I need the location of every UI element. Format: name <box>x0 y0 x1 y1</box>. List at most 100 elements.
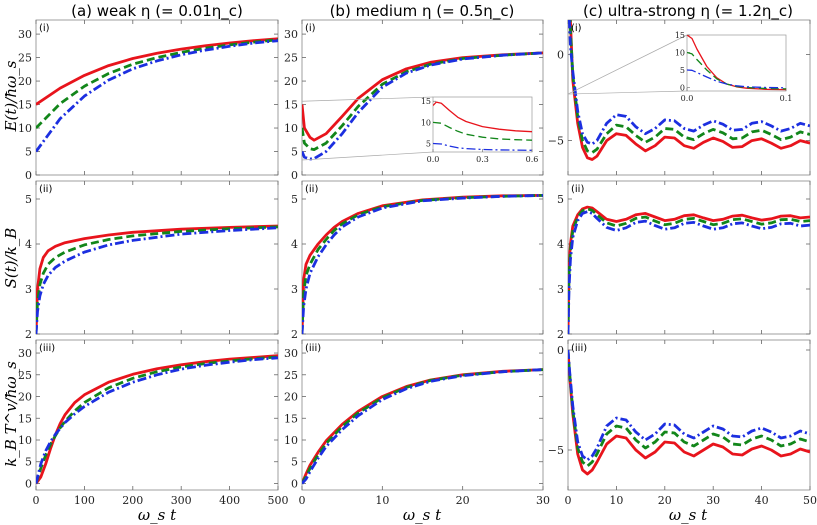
panel-r1-c1-frame <box>301 180 544 335</box>
panel-r0-c0-ytick-label: 20 <box>18 75 32 88</box>
panel-r0-c1-ytick-label: 10 <box>284 122 298 135</box>
panel-r0-c1-inset-frame <box>432 96 533 153</box>
panel-r2-c1-ytick-label: 5 <box>291 456 298 469</box>
panel-r2-c2-xtick-label: 30 <box>706 494 720 507</box>
panel-r2-c1-series-green-dashed-line <box>302 368 543 485</box>
panel-r2-c0-ytick-label: 10 <box>18 434 32 447</box>
panel-r0-c0-ytick-label: 0 <box>25 169 32 182</box>
panel-r0-c2-ytick-label: −5 <box>548 135 564 148</box>
panel-r0-c1-ytick-label: 5 <box>291 146 298 159</box>
panel-r0-c2-inset-xtick-label: 0.1 <box>780 94 793 103</box>
xlabel-col-a: ω_s t <box>138 506 177 524</box>
panel-r0-c1-inset-series-green-dashed-line <box>433 121 532 141</box>
panel-r2-c2-xtick-label: 40 <box>755 494 769 507</box>
panel-r0-c1-inset-series-red-solid-line <box>433 101 532 133</box>
panel-r2-c1-ytick-label: 30 <box>284 347 298 360</box>
panel-r1-c0: 2 3 4 5 (ii) <box>25 180 279 341</box>
panel-r1-c2-ytick-label: 4 <box>557 238 564 251</box>
panel-r1-c1-ytick-label: 4 <box>291 238 298 251</box>
panel-r1-c0-series-red-solid-line <box>36 224 278 334</box>
panel-r0-c1-series-blue-dash-dot-line <box>302 51 543 161</box>
panel-r0-c1-series-green-dashed-line <box>302 51 543 151</box>
panel-r2-c1-xtick-label: 10 <box>375 494 389 507</box>
panel-r0-c0-ytick-label: 25 <box>18 52 32 65</box>
panel-r0-c1-inset-connector-top <box>301 96 434 102</box>
panel-r0-c1-ytick-label: 25 <box>284 52 298 65</box>
row-ylabel-entropy: S(t)/k_B <box>2 228 20 289</box>
panel-r0-c2-inset-ytick-label: 0 <box>680 84 685 93</box>
panel-r2-c0-ytick-label: 25 <box>18 369 32 382</box>
panel-r0-c1-inset-xtick-label: 0.3 <box>476 155 489 164</box>
panel-r2-c1-frame <box>301 339 544 491</box>
panel-r0-c1-row-label: (i) <box>305 23 316 34</box>
panel-r1-c1-series-blue-dash-dot-line <box>302 194 543 334</box>
panel-r0-c0-frame <box>35 19 279 176</box>
panel-r0-c1-inset-ytick-label: 5 <box>426 140 431 149</box>
panel-r0-c1-inset-xtick-label: 0.0 <box>427 155 440 164</box>
panel-r0-c2-series-blue-dash-dot-line <box>568 20 810 146</box>
panel-r2-c2-xtick-label: 10 <box>609 494 623 507</box>
panel-r0-c0-ytick-label: 30 <box>18 28 32 41</box>
panel-r2-c1-xtick-label: 20 <box>456 494 470 507</box>
panel-r2-c1-xtick-label: 0 <box>299 494 306 507</box>
panel-r1-c0-ytick-label: 3 <box>25 283 32 296</box>
panel-r2-c1-row-label: (iii) <box>305 343 321 354</box>
panel-r1-c0-frame <box>35 180 279 335</box>
panel-r0-c0-series-blue-dash-dot-line <box>36 39 278 153</box>
panel-r2-c0-xtick-label: 300 <box>171 494 192 507</box>
panel-r2-c1-ytick-label: 0 <box>291 477 298 490</box>
panel-r0-c2-inset-xtick-label: 0.0 <box>681 94 694 103</box>
panel-r2-c0-xtick-label: 400 <box>219 494 240 507</box>
panel-r0-c1-inset-ytick-label: 15 <box>421 97 431 106</box>
panel-r0-c2-row-label: (i) <box>571 23 582 34</box>
panel-r2-c2: −5 0 0 10 20 30 40 50 (iii) <box>548 339 817 507</box>
panel-r2-c1-series-red-solid-line <box>302 368 543 485</box>
column-title-b: (b) medium η (= 0.5η_c) <box>330 2 515 21</box>
panel-r0-c2-inset-frame <box>686 34 787 92</box>
xlabel-col-b: ω_s t <box>403 506 442 524</box>
panel-r2-c0-series-red-solid-line <box>36 354 278 485</box>
panel-r0-c1-inset-connector-bottom <box>301 151 434 161</box>
panel-r2-c2-series-red-solid-line <box>568 349 810 476</box>
panel-r0-c2-inset-connector-top <box>567 34 688 95</box>
panel-r1-c1-ytick-label: 2 <box>291 328 298 341</box>
panel-r0-c2-inset-series-red-solid-line <box>687 35 786 91</box>
panel-r0-c1-ytick-label: 20 <box>284 75 298 88</box>
panel-r1-c2-frame <box>567 180 811 335</box>
panel-r1-c0-ytick-label: 5 <box>25 193 32 206</box>
panel-r2-c2-frame <box>567 339 811 491</box>
panel-r2-c1-ytick-label: 15 <box>284 412 298 425</box>
panel-r1-c2-ytick-label: 2 <box>557 328 564 341</box>
panel-r0-c2-inset-connector-bottom <box>567 90 688 95</box>
panel-r2-c2-xtick-label: 0 <box>565 494 572 507</box>
panel-r1-c0-row-label: (ii) <box>39 184 52 195</box>
panel-r0-c1-inset: 5 10 15 0.0 0.3 0.6 <box>301 96 539 164</box>
panel-r2-c2-series-blue-dash-dot-line <box>568 349 810 462</box>
panel-r1-c0-series-green-dashed-line <box>36 225 278 334</box>
panel-r1-c2-row-label: (ii) <box>571 184 584 195</box>
panel-r1-c1-ytick-label: 3 <box>291 283 298 296</box>
panel-r2-c1-ytick-label: 10 <box>284 434 298 447</box>
panel-r0-c2-inset-ytick-label: 10 <box>675 49 685 58</box>
panel-r0-c2-inset-series-blue-dash-dot-line <box>687 69 786 89</box>
panel-r2-c1-xtick-label: 30 <box>536 494 550 507</box>
panel-r1-c2: 2 3 4 5 (ii) <box>557 180 811 341</box>
panel-r0-c1-ytick-label: 15 <box>284 99 298 112</box>
panel-r2-c0-row-label: (iii) <box>39 343 55 354</box>
panel-r2-c0-ytick-label: 5 <box>25 456 32 469</box>
panel-r2-c0-xtick-label: 100 <box>74 494 95 507</box>
panel-r1-c1-series-green-dashed-line <box>302 194 543 334</box>
panel-r2-c0-ytick-label: 0 <box>25 477 32 490</box>
panel-r1-c1-row-label: (ii) <box>305 184 318 195</box>
panel-r2-c0-frame <box>35 339 279 491</box>
panel-r2-c0-series-green-dashed-line <box>36 355 278 484</box>
panel-r0-c1-inset-xtick-label: 0.6 <box>526 155 539 164</box>
panel-r1-c2-series-red-solid-line <box>568 205 810 334</box>
panel-r0-c0: 0 5 10 15 20 25 30 (i) <box>18 19 279 182</box>
panel-r2-c1-ytick-label: 20 <box>284 391 298 404</box>
panel-r2-c2-row-label: (iii) <box>571 343 587 354</box>
panel-r0-c2: −5 0 (i) 0 5 10 15 0.0 0.1 <box>548 19 811 176</box>
panel-r0-c0-ytick-label: 5 <box>25 146 32 159</box>
